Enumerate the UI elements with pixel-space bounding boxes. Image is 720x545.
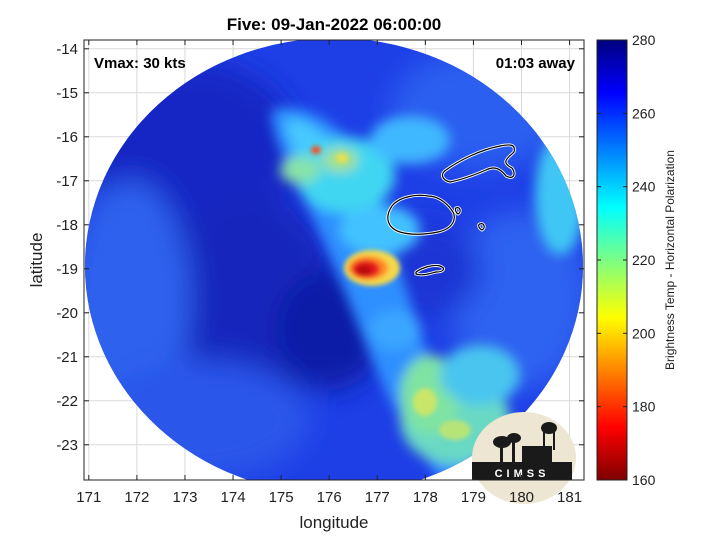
brightness-temp-swath (85, 40, 583, 480)
x-tick-label: 181 (557, 489, 582, 506)
colorbar-tick-label: 220 (632, 252, 656, 268)
time-away-annotation: 01:03 away (496, 55, 576, 72)
y-tick-label: -16 (56, 129, 78, 146)
x-tick-label: 177 (365, 489, 390, 506)
colorbar-tick-label: 160 (632, 472, 656, 488)
y-axis-label: latitude (27, 233, 46, 288)
x-tick-label: 172 (124, 489, 149, 506)
cimss-logo-text: CIMSS (495, 468, 550, 480)
colorbar-label: Brightness Temp - Horizontal Polarizatio… (663, 150, 677, 370)
y-tick-label: -19 (56, 261, 78, 278)
chart-title: Five: 09-Jan-2022 06:00:00 (227, 15, 442, 34)
x-tick-label: 174 (221, 489, 246, 506)
vmax-annotation: Vmax: 30 kts (94, 55, 186, 72)
x-axis-label: longitude (299, 513, 368, 532)
axes-box (83, 39, 585, 481)
x-tick-label: 171 (76, 489, 101, 506)
colorbar-tick-label: 240 (632, 179, 656, 195)
x-tick-label: 179 (461, 489, 486, 506)
y-tick-label: -18 (56, 217, 78, 234)
x-tick-label: 175 (269, 489, 294, 506)
y-tick-label: -20 (56, 305, 78, 322)
y-tick-label: -23 (56, 437, 78, 454)
colorbar-tick-label: 180 (632, 399, 656, 415)
y-tick-label: -22 (56, 393, 78, 410)
y-axis-ticks: -14 -15 -16 -17 -18 -19 -20 -21 -22 -23 (56, 41, 584, 454)
x-tick-label: 178 (413, 489, 438, 506)
colorbar-tick-label: 200 (632, 325, 656, 341)
x-axis-ticks: 171 172 173 174 175 176 177 178 179 180 181 (76, 40, 582, 506)
colorbar-tick-label: 280 (632, 32, 656, 48)
y-tick-label: -15 (56, 85, 78, 102)
y-tick-label: -17 (56, 173, 78, 190)
cimss-logo: CIMSS (472, 412, 576, 504)
colorbar-tick-label: 260 (632, 105, 656, 121)
x-tick-label: 180 (509, 489, 534, 506)
colorbar-ticks: 160 180 200 220 240 260 280 (597, 32, 656, 488)
x-tick-label: 176 (317, 489, 342, 506)
colorbar (596, 39, 628, 481)
y-tick-label: -14 (56, 41, 78, 58)
y-tick-label: -21 (56, 349, 78, 366)
x-tick-label: 173 (172, 489, 197, 506)
